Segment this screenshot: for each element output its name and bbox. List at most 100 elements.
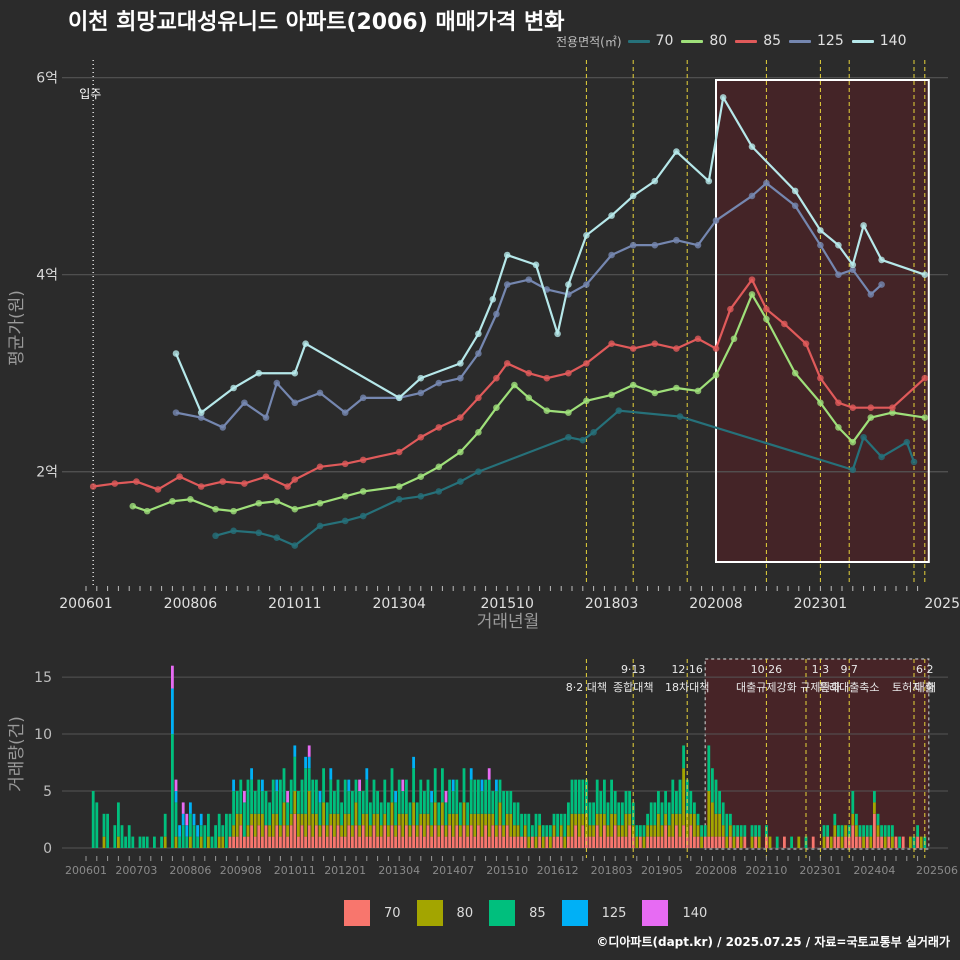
- event-label-date: 10·26: [751, 663, 783, 676]
- data-point-70: [565, 433, 572, 441]
- volume-bar-70: [293, 813, 297, 848]
- data-point-140: [791, 187, 799, 195]
- data-point-85: [133, 478, 140, 485]
- volume-bar-80: [588, 825, 592, 837]
- volume-bar-85: [351, 791, 354, 826]
- volume-bar-85: [635, 825, 639, 837]
- volume-bar-85: [700, 825, 703, 837]
- legend-label-85: 85: [763, 33, 782, 49]
- volume-bar-70: [678, 836, 682, 848]
- volume-bar-70: [333, 836, 336, 848]
- volume-bar-85: [444, 802, 448, 826]
- volume-bar-85: [358, 791, 361, 826]
- volume-bar-70: [696, 836, 700, 848]
- volume-bar-70: [855, 836, 858, 848]
- data-point-85: [608, 340, 615, 347]
- data-point-140: [651, 177, 659, 185]
- volume-bar-80: [768, 836, 772, 848]
- volume-bar-70: [545, 836, 549, 848]
- volume-bar-85: [174, 802, 178, 837]
- volume-bar-125: [347, 779, 351, 792]
- volume-bar-85: [559, 813, 563, 826]
- volume-bar-70: [693, 836, 696, 848]
- volume-bar-80: [401, 813, 405, 837]
- volume-bar-80: [336, 813, 340, 826]
- volume-x-tick-label: 200601: [65, 864, 107, 877]
- data-point-85: [475, 394, 482, 402]
- data-point-80: [273, 497, 281, 505]
- volume-bar-85: [646, 813, 649, 826]
- volume-bar-80: [891, 836, 894, 848]
- data-point-140: [255, 369, 263, 377]
- volume-bar-85: [307, 768, 311, 792]
- volume-x-tick-label: 201407: [432, 864, 474, 877]
- volume-bar-85: [757, 825, 761, 837]
- volume-bar-80: [279, 825, 282, 837]
- data-point-80: [651, 389, 659, 397]
- volume-bar-85: [484, 779, 487, 814]
- data-point-125: [583, 281, 590, 288]
- volume-bar-70: [671, 836, 675, 848]
- volume-x-tick-label: 202008: [695, 864, 737, 877]
- data-point-85: [154, 486, 162, 493]
- volume-bar-85: [621, 802, 624, 826]
- volume-bar-85: [221, 825, 225, 837]
- volume-bar-70: [714, 836, 718, 848]
- volume-bar-80: [757, 836, 761, 848]
- data-point-125: [197, 414, 205, 421]
- volume-bar-80: [257, 813, 261, 826]
- volume-bar-80: [714, 813, 718, 837]
- volume-bar-85: [606, 802, 610, 826]
- volume-bar-80: [617, 825, 621, 837]
- legend-swatch-140: [851, 39, 874, 43]
- volume-bar-80: [250, 813, 253, 826]
- volume-bar-80: [523, 825, 527, 837]
- volume-bar-85: [336, 779, 340, 814]
- data-point-140: [608, 212, 615, 219]
- volume-bar-70: [430, 836, 433, 848]
- volume-bar-85: [851, 791, 855, 814]
- volume-bar-85: [754, 825, 757, 837]
- volume-bar-125: [178, 825, 181, 837]
- volume-bar-70: [365, 836, 369, 848]
- price-x-tick-label: 201011: [268, 596, 321, 612]
- price-x-tick-label: 201803: [585, 596, 638, 612]
- move-in-label: 입주: [79, 87, 101, 101]
- volume-bar-70: [865, 836, 869, 848]
- data-point-70: [615, 407, 623, 414]
- data-point-70: [579, 436, 587, 444]
- data-point-140: [457, 360, 464, 367]
- volume-bar-80: [646, 825, 649, 837]
- volume-bar-70: [462, 825, 466, 848]
- series-line-85: [93, 278, 926, 491]
- volume-bar-140: [243, 791, 246, 803]
- data-point-140: [629, 192, 637, 200]
- volume-bar-70: [718, 836, 721, 848]
- data-point-70: [291, 542, 299, 549]
- chart-title: 이천 희망교대성유니드 아파트(2006) 매매가격 변화: [68, 10, 565, 35]
- volume-bar-85: [315, 779, 318, 814]
- data-point-125: [694, 241, 702, 249]
- volume-bar-70: [498, 825, 502, 848]
- volume-bar-85: [685, 779, 689, 814]
- volume-bar-70: [304, 836, 307, 848]
- volume-bar-85: [210, 836, 214, 848]
- volume-bar-80: [423, 813, 426, 837]
- volume-bar-80: [444, 825, 448, 837]
- volume-bar-80: [909, 836, 912, 848]
- volume-bar-85: [577, 779, 581, 814]
- price-legend: 전용면적(㎡) 70 80 85 125 140: [556, 32, 914, 50]
- volume-bar-70: [664, 825, 667, 848]
- data-point-80: [543, 407, 551, 414]
- volume-bar-125: [412, 756, 415, 769]
- volume-bar-70: [754, 836, 757, 848]
- volume-bar-85: [545, 825, 549, 837]
- event-label-date: 6·2: [916, 663, 934, 676]
- volume-bar-125: [469, 768, 473, 780]
- volume-bar-85: [729, 813, 732, 826]
- volume-bar-85: [883, 825, 887, 837]
- volume-bar-80: [711, 802, 714, 837]
- volume-bar-70: [397, 825, 401, 848]
- data-point-140: [860, 222, 867, 229]
- volume-bar-80: [441, 802, 444, 826]
